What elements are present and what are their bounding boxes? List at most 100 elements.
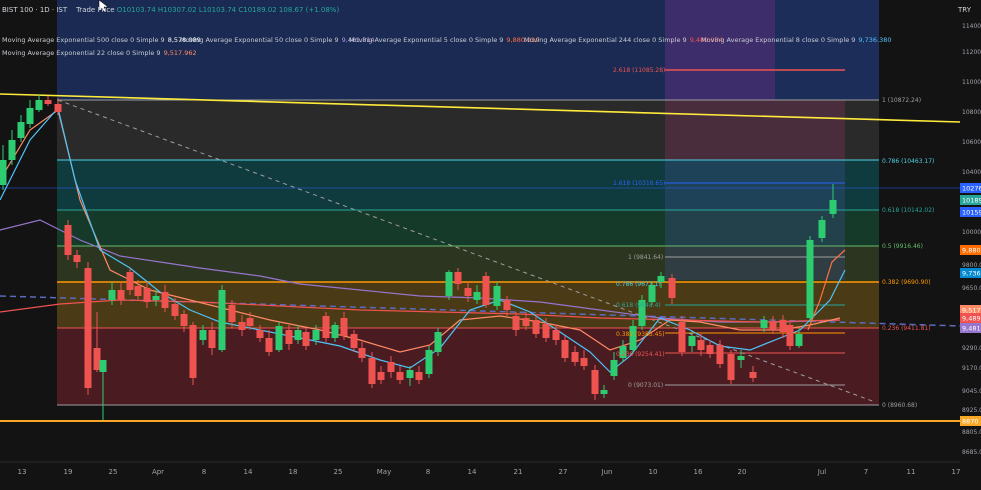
candle[interactable] — [302, 328, 310, 350]
trendline-dashed[interactable] — [57, 99, 876, 403]
candle[interactable] — [322, 312, 330, 342]
candle[interactable] — [706, 340, 714, 358]
candle[interactable] — [64, 220, 72, 260]
candle[interactable] — [134, 280, 142, 300]
candle[interactable] — [208, 322, 216, 355]
symbol-header[interactable]: BIST 100 · 1D · IST Trade Price O10103.7… — [2, 6, 339, 14]
candle[interactable] — [795, 328, 803, 348]
candle[interactable] — [532, 316, 540, 338]
candle[interactable] — [678, 316, 686, 356]
candle[interactable] — [228, 300, 236, 328]
candle[interactable] — [619, 340, 627, 362]
candle[interactable] — [126, 268, 134, 295]
candle[interactable] — [629, 320, 637, 354]
candle[interactable] — [246, 312, 254, 330]
candle[interactable] — [340, 312, 348, 340]
candle[interactable] — [580, 350, 588, 370]
trendline-yellow[interactable] — [0, 93, 961, 123]
candle[interactable] — [638, 295, 646, 330]
candle[interactable] — [294, 325, 302, 344]
candle[interactable] — [600, 385, 608, 398]
candle[interactable] — [35, 95, 43, 112]
candle[interactable] — [454, 268, 462, 290]
candle[interactable] — [610, 352, 618, 380]
time-axis[interactable]: 13 19 25 Apr 8 14 18 25 May 8 14 21 27 Jun 10 16 20 Jul 7 1… — [18, 468, 961, 476]
candle[interactable] — [591, 365, 599, 400]
candle[interactable] — [285, 325, 293, 350]
candle[interactable] — [818, 216, 826, 242]
candle[interactable] — [542, 318, 550, 342]
candle[interactable] — [93, 312, 101, 372]
candle[interactable] — [512, 312, 520, 336]
candle[interactable] — [84, 262, 92, 395]
candle[interactable] — [199, 325, 207, 345]
candle[interactable] — [0, 145, 7, 190]
ma-legend-244[interactable]: Moving Average Exponential 244 close 0 S… — [524, 36, 723, 44]
candle[interactable] — [143, 282, 151, 308]
candle[interactable] — [648, 282, 656, 305]
candle[interactable] — [473, 285, 481, 304]
candle[interactable] — [44, 96, 52, 106]
candle[interactable] — [482, 272, 490, 308]
candle[interactable] — [657, 272, 665, 288]
candle[interactable] — [54, 98, 62, 115]
candle[interactable] — [769, 316, 777, 334]
candle[interactable] — [189, 322, 197, 385]
candle[interactable] — [760, 316, 768, 332]
candle[interactable] — [350, 330, 358, 352]
candle[interactable] — [668, 274, 676, 304]
candle[interactable] — [727, 350, 735, 384]
candle[interactable] — [387, 356, 395, 378]
candle[interactable] — [464, 282, 472, 302]
candle[interactable] — [493, 282, 501, 310]
candle[interactable] — [99, 360, 107, 420]
candle[interactable] — [275, 322, 283, 352]
candle[interactable] — [688, 330, 696, 352]
candle[interactable] — [152, 290, 160, 306]
candle[interactable] — [552, 325, 560, 345]
candle[interactable] — [396, 366, 404, 384]
candle[interactable] — [503, 296, 511, 316]
candle[interactable] — [561, 336, 569, 362]
candle[interactable] — [108, 282, 116, 305]
candle[interactable] — [218, 285, 226, 352]
ma-legend-5[interactable]: Moving Average Exponential 5 close 0 Sim… — [349, 36, 540, 44]
candle[interactable] — [73, 250, 81, 268]
candle[interactable] — [716, 340, 724, 368]
candle[interactable] — [697, 334, 705, 356]
candle[interactable] — [331, 322, 339, 342]
candle[interactable] — [171, 298, 179, 320]
candle[interactable] — [779, 315, 787, 338]
candle[interactable] — [445, 270, 453, 300]
candle[interactable] — [8, 130, 16, 165]
candle[interactable] — [415, 366, 423, 384]
candle[interactable] — [358, 342, 366, 362]
candle[interactable] — [377, 366, 385, 384]
candle[interactable] — [434, 328, 442, 356]
ma-legend-8[interactable]: Moving Average Exponential 8 close 0 Sim… — [701, 36, 892, 44]
candle[interactable] — [829, 184, 837, 218]
ma-legend-22[interactable]: Moving Average Exponential 22 close 0 Si… — [2, 49, 197, 57]
candle[interactable] — [737, 350, 745, 368]
candle[interactable] — [406, 366, 414, 386]
candle[interactable] — [749, 366, 757, 382]
candle[interactable] — [806, 236, 814, 322]
candle[interactable] — [425, 346, 433, 378]
candle[interactable] — [312, 325, 320, 345]
candle[interactable] — [238, 315, 246, 336]
candle[interactable] — [265, 330, 273, 356]
candle[interactable] — [161, 285, 169, 312]
candle[interactable] — [368, 352, 376, 388]
candles-group[interactable] — [0, 95, 837, 420]
candle[interactable] — [117, 282, 125, 305]
price-axis[interactable]: 11400.00 11200.00 11000.00 10800.00 10600.00… — [962, 23, 981, 456]
candle[interactable] — [571, 346, 579, 366]
ma-legend-50[interactable]: Moving Average Exponential 50 close 0 Si… — [180, 36, 375, 44]
candle[interactable] — [522, 312, 530, 330]
candle[interactable] — [786, 320, 794, 350]
candle[interactable] — [26, 100, 34, 128]
ma-legend-500[interactable]: Moving Average Exponential 500 close 0 S… — [2, 36, 201, 44]
candle[interactable] — [180, 310, 188, 332]
